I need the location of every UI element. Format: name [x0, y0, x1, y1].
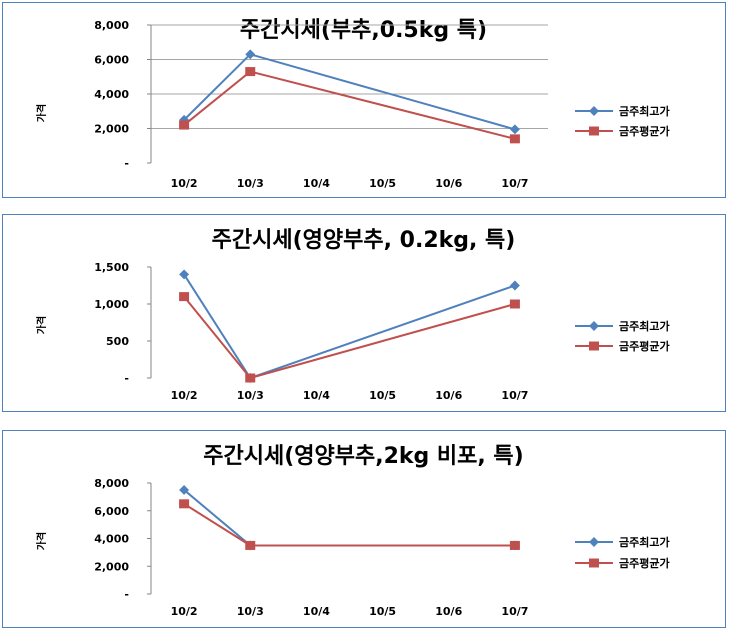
x-tick-label: 10/2	[171, 389, 198, 402]
y-tick-label: -	[124, 588, 129, 601]
y-tick-label: -	[124, 157, 129, 170]
x-tick-label: 10/4	[303, 389, 330, 402]
x-tick-label: 10/6	[435, 389, 462, 402]
data-point	[245, 373, 256, 383]
legend-marker	[589, 126, 599, 136]
chart-svg: 주간시세(영양부추, 0.2kg, 특) 1,500 1,000 500 - 가격 10/2…	[35, 228, 670, 402]
data-point	[245, 540, 256, 550]
x-tick-label: 10/2	[171, 605, 198, 618]
legend-marker	[589, 341, 599, 351]
y-axis-label: 가격	[35, 316, 48, 334]
x-tick-label: 10/7	[501, 177, 528, 190]
data-point	[179, 292, 190, 302]
y-tick-label: 8,000	[94, 477, 129, 490]
y-tick-label: 6,000	[94, 54, 129, 67]
data-point	[509, 280, 520, 291]
chart-panel-2: 주간시세(영양부추, 0.2kg, 특) 1,500 1,000 500 - 가격 10/2…	[2, 214, 726, 412]
series-line	[183, 295, 516, 380]
chart-svg: 주간시세(영양부추,2kg 비포, 특) 8,000 6,000 4,000 2,000…	[35, 444, 670, 618]
chart-panel-1: 주간시세(부추,0.5kg 특) 8,000 6,000 4,000 2,000 - 가격 1…	[2, 2, 726, 198]
data-point	[179, 120, 190, 130]
chart-panel-3: 주간시세(영양부추,2kg 비포, 특) 8,000 6,000 4,000 2,000…	[2, 430, 726, 628]
y-tick-label: 8,000	[94, 19, 129, 32]
legend-label: 금주최고가	[619, 535, 670, 549]
y-tick-label: 1,500	[94, 261, 129, 274]
x-tick-label: 10/5	[369, 177, 396, 190]
y-axis-label: 가격	[35, 104, 48, 122]
x-tick-label: 10/3	[237, 389, 264, 402]
data-point	[179, 269, 190, 280]
legend-marker	[589, 321, 599, 331]
x-tick-label: 10/2	[171, 177, 198, 190]
legend-label: 금주평균가	[619, 339, 670, 353]
y-tick-label: 2,000	[94, 560, 129, 573]
data-point	[245, 67, 256, 77]
legend-label: 금주평균가	[619, 556, 670, 570]
series-line	[183, 489, 515, 547]
data-point	[509, 124, 520, 135]
series-line	[183, 53, 516, 131]
series-line	[183, 273, 516, 380]
y-tick-label: 4,000	[94, 533, 129, 546]
y-tick-label: 500	[106, 335, 129, 348]
legend-label: 금주최고가	[619, 319, 670, 333]
x-tick-label: 10/7	[501, 605, 528, 618]
x-tick-label: 10/4	[303, 177, 330, 190]
y-tick-label: 1,000	[94, 298, 129, 311]
y-axis-label: 가격	[35, 532, 48, 550]
x-tick-label: 10/3	[237, 605, 264, 618]
x-tick-label: 10/7	[501, 389, 528, 402]
x-tick-label: 10/6	[435, 177, 462, 190]
y-tick-label: 2,000	[94, 123, 129, 136]
x-tick-label: 10/4	[303, 605, 330, 618]
chart-title: 주간시세(부추,0.5kg 특)	[240, 18, 487, 43]
chart-title: 주간시세(영양부추,2kg 비포, 특)	[203, 444, 523, 469]
x-tick-label: 10/3	[237, 177, 264, 190]
data-point	[245, 49, 256, 60]
chart-svg: 주간시세(부추,0.5kg 특) 8,000 6,000 4,000 2,000 - 가격 1…	[35, 18, 670, 190]
data-point	[509, 540, 520, 550]
x-tick-label: 10/5	[369, 605, 396, 618]
legend-marker	[589, 558, 599, 568]
legend-marker	[589, 106, 599, 116]
data-point	[179, 499, 190, 509]
x-tick-label: 10/6	[435, 605, 462, 618]
data-point	[509, 134, 520, 144]
y-tick-label: -	[124, 372, 129, 385]
y-tick-label: 6,000	[94, 505, 129, 518]
chart-title: 주간시세(영양부추, 0.2kg, 특)	[212, 228, 516, 253]
x-tick-label: 10/5	[369, 389, 396, 402]
legend-marker	[589, 537, 599, 547]
legend-label: 금주평균가	[619, 124, 670, 138]
y-tick-label: 4,000	[94, 88, 129, 101]
legend-label: 금주최고가	[619, 104, 670, 118]
data-point	[509, 299, 520, 309]
series-line	[183, 502, 515, 547]
